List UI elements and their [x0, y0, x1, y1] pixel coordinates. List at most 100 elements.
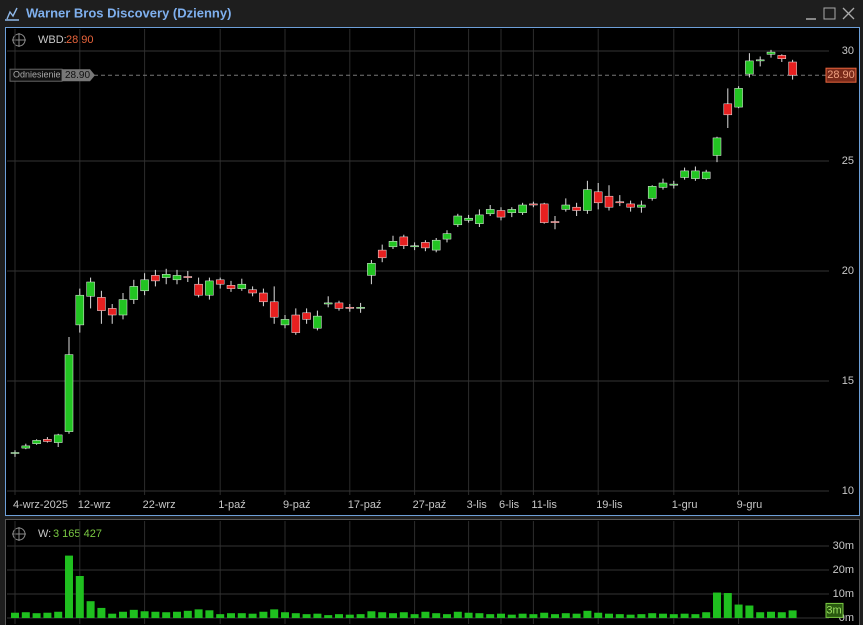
- candle-body: [745, 60, 754, 75]
- volume-bar: [345, 614, 354, 618]
- candle-body: [593, 191, 603, 204]
- candle-body: [21, 445, 31, 449]
- volume-bar: [119, 611, 127, 618]
- volume-bar: [464, 612, 473, 618]
- price-symbol: WBD:: [38, 34, 67, 46]
- candle-body: [323, 302, 333, 305]
- candle-body: [464, 217, 473, 221]
- x-tick-label: 4-wrz-2025: [13, 499, 68, 511]
- candle-body: [313, 315, 322, 329]
- candle-body: [53, 434, 63, 443]
- volume-bar: [32, 613, 41, 618]
- x-tick-label: 9-gru: [737, 499, 763, 511]
- volume-bar: [97, 607, 106, 618]
- candle-body: [626, 203, 635, 208]
- volume-bar: [389, 613, 397, 618]
- candle-body: [680, 170, 689, 178]
- volume-bar: [421, 611, 430, 618]
- candle-body: [518, 204, 527, 213]
- reference-name: Odniesienie: [13, 70, 61, 80]
- volume-bar: [594, 612, 603, 618]
- volume-bar: [302, 614, 311, 618]
- candle-body: [723, 103, 733, 116]
- candle-body: [32, 440, 41, 444]
- x-tick-label: 3-lis: [467, 499, 488, 511]
- candle-body: [475, 214, 484, 224]
- volume-bar: [680, 613, 689, 618]
- candle-body: [755, 59, 765, 62]
- volume-bar: [443, 614, 451, 618]
- candle-body: [550, 221, 560, 223]
- volume-bar: [551, 614, 559, 618]
- volume-bar: [75, 576, 84, 618]
- volume-marker-label: 3m: [826, 604, 841, 616]
- reference-value-tag: [62, 69, 95, 82]
- candle-body: [291, 314, 301, 333]
- volume-bar: [626, 614, 635, 618]
- volume-bar: [583, 610, 592, 618]
- volume-bar: [151, 611, 160, 618]
- volume-bar: [637, 614, 646, 618]
- volume-bar: [378, 612, 387, 618]
- candle-body: [421, 242, 430, 249]
- candle-body: [507, 209, 517, 213]
- volume-bar: [281, 612, 289, 618]
- close-button[interactable]: [842, 7, 855, 20]
- volume-bar: [669, 614, 678, 618]
- candle-body: [539, 203, 549, 223]
- volume-bar: [162, 612, 171, 618]
- volume-bar: [291, 613, 300, 618]
- volume-bar: [54, 611, 63, 618]
- y-tick-label: 30: [842, 45, 854, 57]
- volume-bar: [356, 614, 365, 618]
- volume-bar: [507, 614, 516, 618]
- y-tick-label: 15: [842, 375, 854, 387]
- volume-bar: [734, 604, 743, 618]
- candle-body: [691, 170, 700, 179]
- candle-body: [431, 239, 441, 251]
- candle-body: [248, 289, 257, 294]
- candle-body: [10, 452, 20, 454]
- candle-body: [107, 308, 117, 316]
- volume-bar: [605, 613, 613, 618]
- candle-body: [399, 236, 409, 246]
- volume-bar: [540, 612, 549, 618]
- volume-bar: [216, 614, 225, 618]
- volume-bar: [129, 609, 138, 618]
- price-marker-label: 28.90: [827, 69, 855, 81]
- volume-bar: [432, 613, 441, 618]
- maximize-button[interactable]: [823, 7, 836, 20]
- x-tick-label: 1-paź: [218, 499, 246, 511]
- volume-bar: [723, 593, 732, 618]
- volume-bar: [237, 613, 246, 618]
- candle-body: [140, 279, 149, 292]
- candle-body: [583, 189, 592, 211]
- candle-body: [226, 285, 236, 289]
- x-tick-label: 11-lis: [531, 499, 557, 511]
- volume-bar: [270, 609, 279, 618]
- candle-body: [129, 286, 139, 300]
- y-tick-label: 25: [842, 155, 854, 167]
- candle-body: [280, 319, 290, 326]
- x-tick-label: 27-paź: [413, 499, 447, 511]
- volume-bar: [486, 614, 495, 618]
- volume-bar: [713, 592, 721, 618]
- candle-body: [410, 245, 419, 248]
- volume-bar: [65, 555, 73, 618]
- candle-body: [43, 439, 52, 442]
- volume-bar: [777, 612, 786, 618]
- candle-body: [442, 233, 452, 240]
- volume-bar: [183, 610, 192, 618]
- volume-bar: [572, 613, 581, 618]
- volume-bar: [108, 613, 117, 618]
- y-tick-label: 20: [842, 265, 854, 277]
- volume-bar: [518, 613, 527, 618]
- volume-bar: [259, 611, 268, 618]
- y-tick-label: 20m: [833, 564, 854, 576]
- volume-bar: [140, 611, 149, 618]
- volume-bar: [453, 611, 462, 618]
- candle-body: [86, 281, 95, 297]
- candle-body: [377, 249, 387, 259]
- candle-body: [647, 186, 657, 199]
